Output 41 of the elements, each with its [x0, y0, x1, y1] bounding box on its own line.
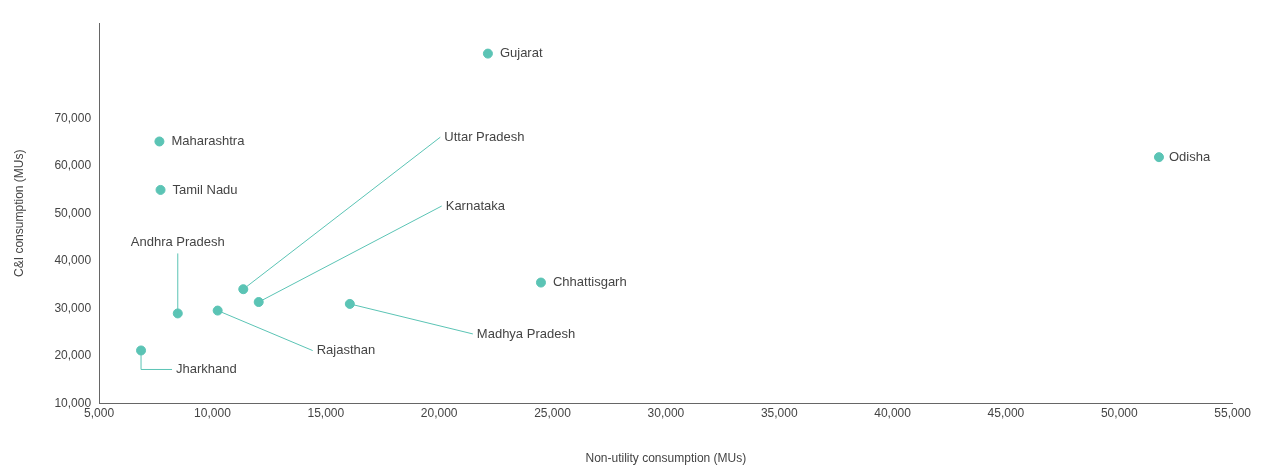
y-tick-label: 40,000: [54, 253, 92, 268]
y-tick-label: 30,000: [54, 300, 92, 315]
y-tick-label: 50,000: [54, 205, 92, 220]
x-tick-label: 35,000: [760, 405, 798, 420]
point: [1153, 152, 1164, 163]
annotation: Rajasthan: [316, 342, 376, 358]
point: [155, 184, 166, 195]
point: [344, 298, 355, 309]
x-tick-label: 30,000: [647, 405, 685, 420]
y-tick-label: 20,000: [54, 348, 92, 363]
annotation: Madhya Pradesh: [476, 325, 576, 341]
x-tick-label: 10,000: [194, 405, 232, 420]
annotation: Odisha: [1168, 148, 1211, 164]
annotation: Chhattisgarh: [552, 274, 627, 290]
annotation: Jharkhand: [176, 361, 237, 377]
point: [172, 308, 183, 319]
annotation: Uttar Pradesh: [444, 128, 525, 144]
x-tick-label: 45,000: [987, 405, 1025, 420]
annotation: Andhra Pradesh: [130, 234, 225, 249]
y-axis-title: C&I consumption (MUs): [11, 149, 26, 277]
annotation: Gujarat: [499, 45, 543, 61]
x-tick-label: 40,000: [874, 405, 912, 420]
y-tick-label: 70,000: [54, 110, 92, 125]
annotation: Maharashtra: [171, 133, 246, 149]
point: [238, 284, 249, 295]
x-tick-label: 15,000: [307, 405, 345, 420]
x-tick-label: 55,000: [1214, 405, 1252, 420]
y-tick-label: 60,000: [54, 158, 92, 173]
x-tick-label: 25,000: [534, 405, 572, 420]
y-tick-label: 10,000: [54, 395, 92, 410]
point: [482, 48, 493, 59]
point: [154, 136, 165, 147]
annotation: Karnataka: [445, 197, 506, 213]
annotation: Tamil Nadu: [172, 181, 238, 197]
x-axis-title: Non-utility consumption (MUs): [585, 451, 747, 466]
x-tick-label: 20,000: [420, 405, 458, 420]
point: [212, 305, 223, 316]
point: [136, 345, 147, 356]
point: [253, 297, 264, 308]
point: [535, 277, 546, 288]
x-tick-label: 50,000: [1100, 405, 1138, 420]
